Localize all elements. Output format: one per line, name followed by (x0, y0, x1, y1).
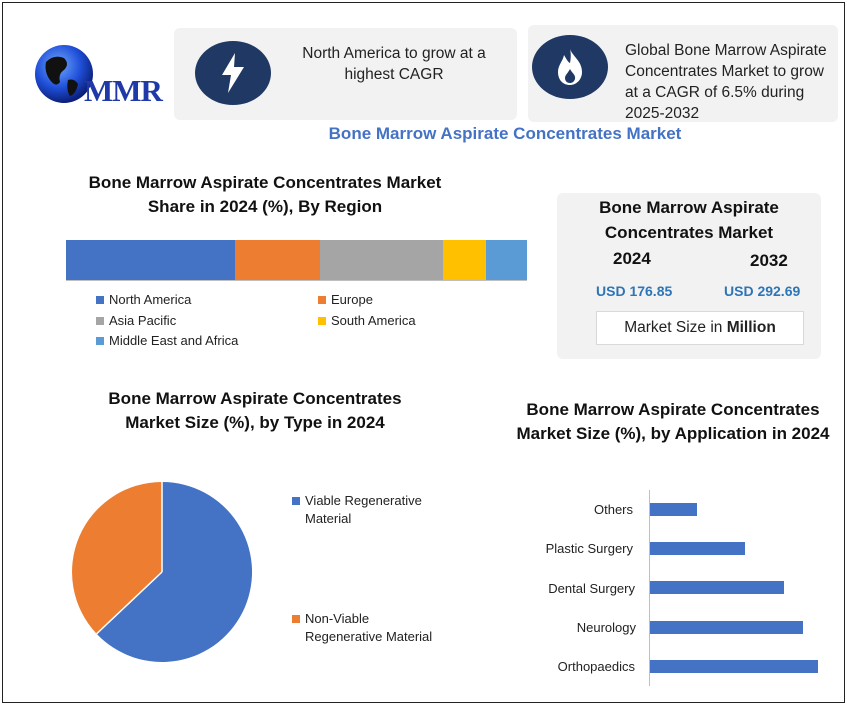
lightning-bolt-icon (195, 41, 271, 105)
legend-swatch (318, 295, 326, 304)
type-chart-title: Bone Marrow Aspirate Concentrates Market… (60, 387, 450, 435)
legend-label: Material (305, 511, 352, 526)
application-chart-title: Bone Marrow Aspirate Concentrates Market… (505, 398, 841, 446)
region-stacked-bar (66, 240, 527, 280)
legend-label: Asia Pacific (109, 313, 177, 328)
legend-viable: Viable Regenerative Material (292, 492, 422, 528)
app-bar-dental-surgery (650, 581, 784, 594)
legend-north-america: North America (96, 292, 191, 307)
market-size-title-line1: Bone Marrow Aspirate (599, 198, 779, 217)
highlight-card-global-cagr: Global Bone Marrow Aspirate Concentrates… (528, 25, 838, 122)
bar-segment-middle-east-africa (486, 240, 527, 280)
app-bar-neurology (650, 621, 803, 634)
app-label-orthopaedics: Orthopaedics (557, 659, 635, 674)
market-size-card: Bone Marrow Aspirate Concentrates Market… (557, 193, 821, 359)
mmr-logo: MMR (34, 38, 163, 113)
pie-slice-viable (96, 482, 253, 662)
global-cagr-text: Global Bone Marrow Aspirate Concentrates… (625, 42, 827, 122)
bar-segment-north-america (66, 240, 235, 280)
app-label-dental-surgery: Dental Surgery (548, 581, 635, 596)
legend-swatch (318, 316, 326, 325)
highlight-card-cagr-region: North America to grow at a highest CAGR (174, 28, 517, 120)
region-bar-axis (66, 280, 527, 281)
globe-icon (35, 45, 93, 103)
market-size-title-line2: Concentrates Market (604, 223, 774, 242)
legend-south-america: South America (318, 313, 416, 328)
logo-text: MMR (84, 73, 163, 108)
legend-label: South America (331, 313, 416, 328)
bar-segment-asia-pacific (320, 240, 443, 280)
main-title: Bone Marrow Aspirate Concentrates Market (328, 124, 682, 143)
region-title-line1: Bone Marrow Aspirate Concentrates Market (88, 173, 442, 192)
pie-slice-non-viable (72, 482, 162, 634)
legend-label: Viable Regenerative (305, 493, 422, 508)
app-bar-others (650, 503, 697, 516)
region-chart-title: Bone Marrow Aspirate Concentrates Market… (60, 171, 470, 219)
unit-prefix: Market Size in (624, 319, 727, 336)
app-label-others: Others (593, 502, 633, 517)
cagr-region-text: North America to grow at a highest CAGR (302, 45, 486, 83)
region-title-line2: Share in 2024 (%), By Region (147, 197, 383, 216)
value-2032: USD 292.69 (724, 283, 801, 299)
legend-europe: Europe (318, 292, 373, 307)
legend-label: Non-Viable (305, 611, 370, 626)
market-size-title: Bone Marrow Aspirate Concentrates Market (557, 195, 821, 245)
legend-swatch (96, 295, 104, 304)
type-title-line1: Bone Marrow Aspirate Concentrates (108, 389, 402, 408)
legend-asia-pacific: Asia Pacific (96, 313, 176, 328)
year-2024: 2024 (613, 249, 651, 268)
legend-swatch (292, 497, 300, 505)
legend-label: Middle East and Africa (109, 333, 239, 348)
legend-label: Regenerative Material (305, 629, 433, 644)
app-label-neurology: Neurology (576, 620, 636, 635)
market-size-unit-box: Market Size in Million (596, 311, 804, 345)
flame-icon (532, 35, 608, 99)
type-pie-chart (72, 482, 253, 662)
year-2032: 2032 (750, 251, 788, 270)
type-title-line2: Market Size (%), by Type in 2024 (125, 413, 385, 432)
application-title-line2: Market Size (%), by Application in 2024 (516, 424, 830, 443)
unit-bold: Million (726, 319, 776, 336)
legend-label: Europe (331, 292, 373, 307)
bar-segment-south-america (443, 240, 486, 280)
legend-swatch (96, 336, 104, 345)
value-2024: USD 176.85 (596, 283, 673, 299)
legend-middle-east-africa: Middle East and Africa (96, 333, 238, 348)
app-bar-orthopaedics (650, 660, 818, 673)
legend-label: North America (109, 292, 192, 307)
legend-swatch (96, 316, 104, 325)
application-title-line1: Bone Marrow Aspirate Concentrates (526, 400, 820, 419)
application-axis (649, 490, 650, 686)
app-bar-plastic-surgery (650, 542, 745, 555)
legend-swatch (292, 615, 300, 623)
bar-segment-europe (235, 240, 320, 280)
legend-non-viable: Non-Viable Regenerative Material (292, 610, 432, 646)
app-label-plastic-surgery: Plastic Surgery (545, 541, 633, 556)
